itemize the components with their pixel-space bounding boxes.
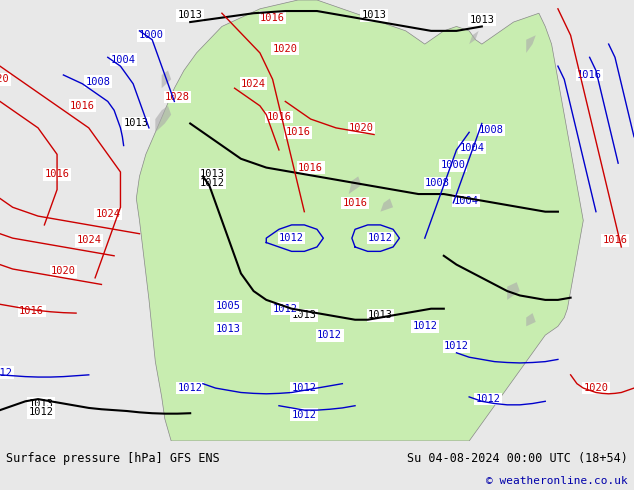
Text: 1016: 1016 bbox=[602, 235, 628, 245]
Text: 1012: 1012 bbox=[292, 383, 317, 393]
Text: 1016: 1016 bbox=[260, 13, 285, 23]
Text: 1013: 1013 bbox=[124, 119, 149, 128]
Text: 1000: 1000 bbox=[138, 30, 164, 40]
Text: 1000: 1000 bbox=[441, 160, 466, 171]
Polygon shape bbox=[507, 282, 520, 300]
Text: 1012: 1012 bbox=[29, 407, 54, 417]
Text: 1012: 1012 bbox=[476, 394, 501, 404]
Text: Surface pressure [hPa] GFS ENS: Surface pressure [hPa] GFS ENS bbox=[6, 452, 220, 465]
Polygon shape bbox=[526, 35, 536, 53]
Text: 1013: 1013 bbox=[368, 310, 393, 320]
Text: 020: 020 bbox=[0, 74, 10, 84]
Text: 1005: 1005 bbox=[216, 301, 241, 312]
Text: 1013: 1013 bbox=[361, 10, 387, 21]
Text: 1012: 1012 bbox=[317, 330, 342, 340]
Polygon shape bbox=[136, 0, 583, 441]
Polygon shape bbox=[162, 71, 171, 88]
Text: 1012: 1012 bbox=[444, 341, 469, 351]
Text: 1008: 1008 bbox=[425, 178, 450, 188]
Text: 1016: 1016 bbox=[298, 163, 323, 172]
Text: Su 04-08-2024 00:00 UTC (18+54): Su 04-08-2024 00:00 UTC (18+54) bbox=[407, 452, 628, 465]
Text: 1013: 1013 bbox=[29, 398, 54, 409]
Text: 1013: 1013 bbox=[469, 15, 495, 25]
Text: 1012: 1012 bbox=[0, 368, 13, 378]
Text: 1013: 1013 bbox=[216, 323, 241, 334]
Text: 1012: 1012 bbox=[273, 304, 298, 314]
Text: 1004: 1004 bbox=[460, 143, 485, 153]
Polygon shape bbox=[380, 198, 393, 212]
Text: 1004: 1004 bbox=[111, 54, 136, 65]
Text: 1016: 1016 bbox=[577, 70, 602, 80]
Text: 1012: 1012 bbox=[412, 321, 437, 331]
Text: 1013: 1013 bbox=[292, 310, 317, 320]
Text: 1024: 1024 bbox=[76, 235, 101, 245]
Text: 1016: 1016 bbox=[266, 112, 292, 122]
Polygon shape bbox=[526, 313, 536, 326]
Text: 1012: 1012 bbox=[200, 178, 225, 188]
Text: 1016: 1016 bbox=[70, 101, 95, 111]
Text: 1028: 1028 bbox=[165, 92, 190, 102]
Text: 1016: 1016 bbox=[19, 306, 44, 316]
Text: 1013: 1013 bbox=[178, 10, 203, 21]
Polygon shape bbox=[469, 31, 479, 44]
Text: 1024: 1024 bbox=[241, 79, 266, 89]
Text: 1020: 1020 bbox=[349, 123, 374, 133]
Text: 1012: 1012 bbox=[279, 233, 304, 243]
Polygon shape bbox=[155, 106, 171, 132]
Text: 1020: 1020 bbox=[51, 266, 76, 276]
Text: 1016: 1016 bbox=[285, 127, 311, 137]
Text: 1012: 1012 bbox=[178, 383, 203, 393]
Text: 1008: 1008 bbox=[479, 125, 504, 135]
Text: 1008: 1008 bbox=[86, 76, 111, 87]
Text: 1016: 1016 bbox=[44, 169, 70, 179]
Text: 1016: 1016 bbox=[342, 198, 368, 208]
Text: 1020: 1020 bbox=[583, 383, 609, 393]
Polygon shape bbox=[349, 176, 361, 194]
Text: © weatheronline.co.uk: © weatheronline.co.uk bbox=[486, 476, 628, 486]
Text: 1012: 1012 bbox=[368, 233, 393, 243]
Text: 1020: 1020 bbox=[273, 44, 298, 53]
Text: 1024: 1024 bbox=[95, 209, 120, 219]
Text: 1004: 1004 bbox=[453, 196, 479, 206]
Text: 1012: 1012 bbox=[292, 410, 317, 419]
Text: 1013: 1013 bbox=[200, 169, 225, 179]
